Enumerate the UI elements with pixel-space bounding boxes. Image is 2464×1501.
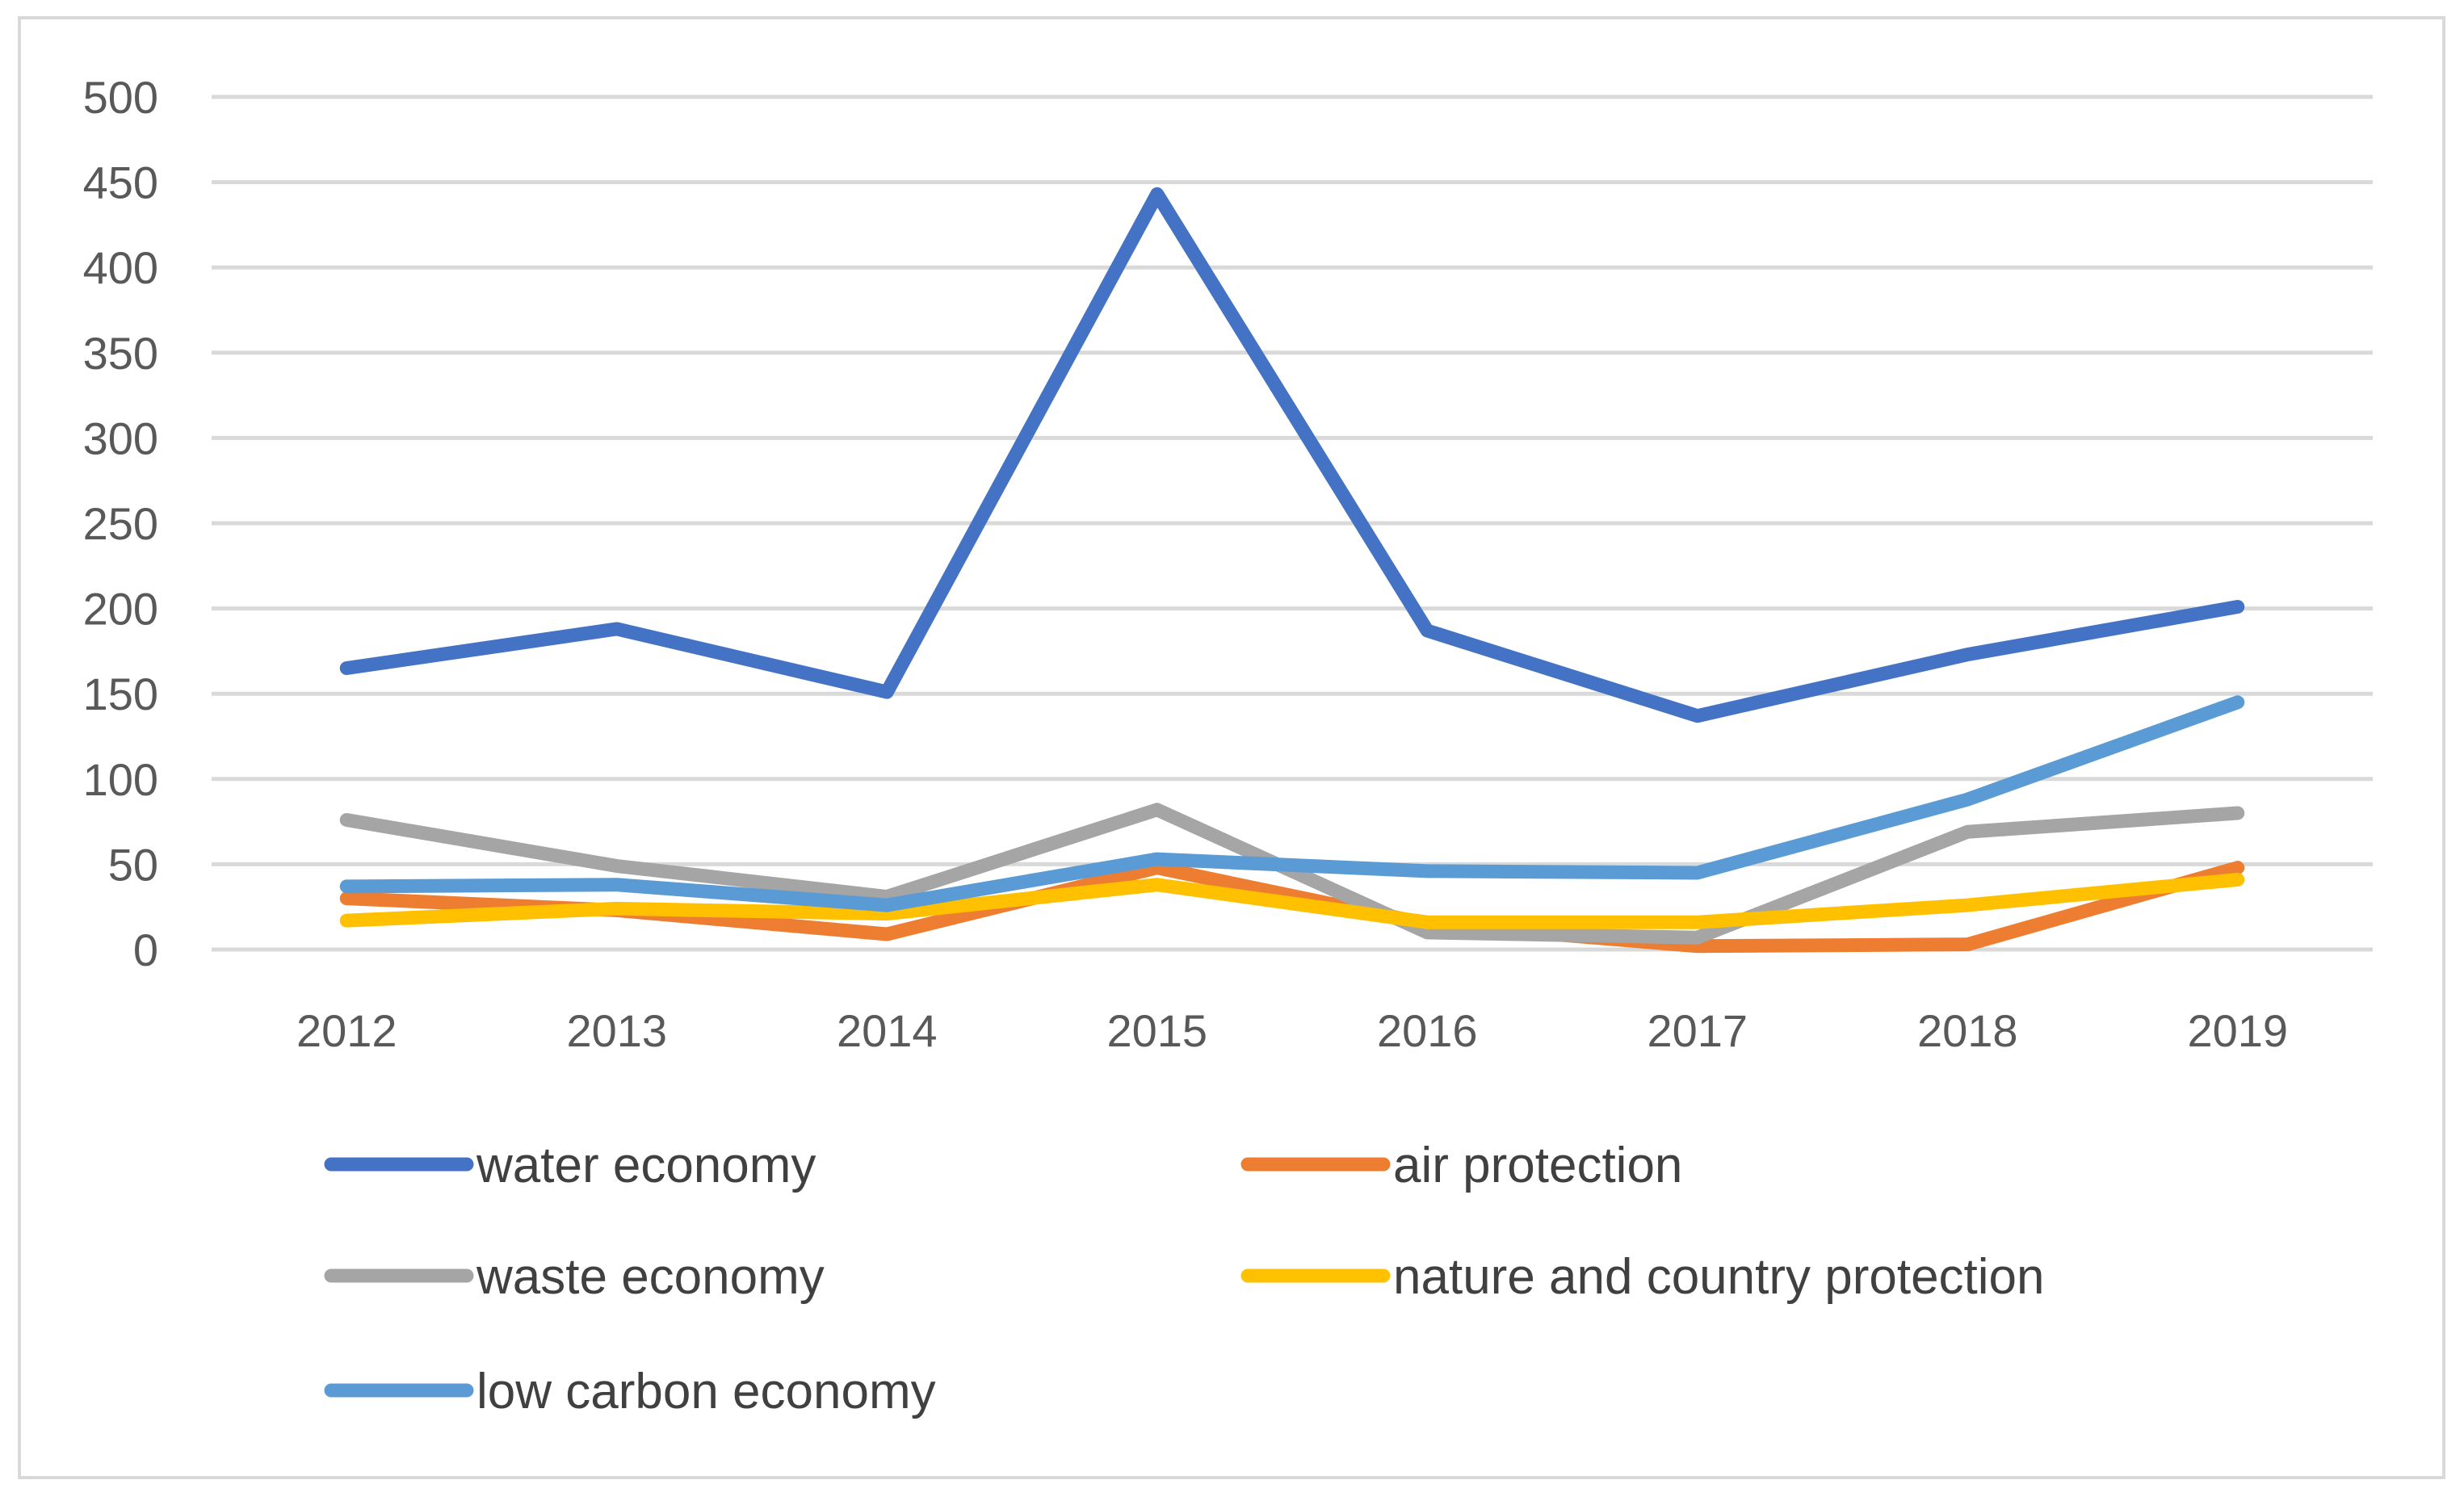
y-tick-label-350: 350 [83,328,158,379]
x-tick-label-2014: 2014 [837,1005,938,1056]
y-tick-label-400: 400 [83,242,158,293]
data-point-water-economy-2016 [1425,629,1429,633]
data-point-low-carbon-economy-2012 [345,884,349,888]
data-point-water-economy-2018 [1966,652,1970,656]
data-point-waste-economy-2015 [1155,807,1159,811]
data-point-water-economy-2015 [1155,192,1159,196]
chart-frame [18,16,2445,1479]
x-tick-label-2019: 2019 [2187,1005,2288,1056]
x-tick-label-2018: 2018 [1917,1005,2018,1056]
data-point-low-carbon-economy-2017 [1695,870,1699,874]
x-tick-label-2013: 2013 [566,1005,667,1056]
data-point-waste-economy-2017 [1695,936,1699,940]
x-tick-label-2015: 2015 [1106,1005,1207,1056]
data-point-water-economy-2013 [615,627,619,631]
data-point-nature-and-country-protection-2017 [1695,920,1699,924]
legend-label-water-economy: water economy [476,1138,816,1193]
data-point-water-economy-2019 [2235,605,2239,609]
data-point-nature-and-country-protection-2015 [1155,883,1159,887]
data-point-nature-and-country-protection-2018 [1966,904,1970,908]
data-point-waste-economy-2016 [1425,930,1429,934]
data-point-low-carbon-economy-2015 [1155,857,1159,862]
y-tick-label-200: 200 [83,584,158,635]
x-tick-label-2012: 2012 [296,1005,397,1056]
data-point-nature-and-country-protection-2016 [1425,920,1429,924]
data-point-air-protection-2019 [2235,866,2239,870]
data-point-water-economy-2017 [1695,714,1699,718]
series-line-water-economy [339,187,2245,723]
data-point-nature-and-country-protection-2019 [2235,878,2239,882]
data-point-air-protection-2018 [1966,942,1970,946]
data-point-air-protection-2012 [345,896,349,900]
x-tick-label-2016: 2016 [1377,1005,1478,1056]
data-point-low-carbon-economy-2019 [2235,700,2239,704]
series-line-low-carbon-economy [339,695,2245,912]
data-point-air-protection-2017 [1695,944,1699,948]
data-point-air-protection-2014 [885,932,889,936]
data-point-low-carbon-economy-2018 [1966,798,1970,802]
series-line-nature-and-country-protection [339,872,2245,929]
legend: water economy air protection waste economy… [324,1138,2045,1419]
data-point-waste-economy-2014 [885,895,889,899]
y-tick-label-100: 100 [83,754,158,805]
data-point-nature-and-country-protection-2012 [345,919,349,923]
y-tick-label-0: 0 [133,924,158,975]
data-point-low-carbon-economy-2013 [615,883,619,887]
data-point-waste-economy-2018 [1966,830,1970,834]
legend-label-air-protection: air protection [1393,1138,1682,1193]
x-axis-tick-labels: 2012 2013 2014 2015 2016 2017 2018 2019 [296,1005,2288,1056]
x-tick-label-2017: 2017 [1647,1005,1748,1056]
series-line-waste-economy [339,803,2245,945]
y-tick-label-500: 500 [83,72,158,123]
data-point-low-carbon-economy-2016 [1425,869,1429,873]
data-point-nature-and-country-protection-2014 [885,912,889,916]
data-point-waste-economy-2013 [615,864,619,868]
legend-label-waste-economy: waste economy [476,1249,825,1305]
data-point-waste-economy-2012 [345,818,349,822]
y-tick-label-50: 50 [108,839,158,890]
data-point-air-protection-2015 [1155,866,1159,870]
data-point-water-economy-2014 [885,690,889,694]
legend-label-nature-and-country-protection: nature and country protection [1393,1249,2045,1305]
legend-label-low-carbon-economy: low carbon economy [476,1364,936,1419]
y-tick-label-150: 150 [83,669,158,719]
y-axis-tick-labels: 0 50 100 150 200 250 300 350 400 450 500 [83,72,158,975]
data-point-nature-and-country-protection-2013 [615,907,619,911]
data-point-low-carbon-economy-2014 [885,904,889,908]
y-tick-label-450: 450 [83,157,158,208]
data-point-water-economy-2012 [345,666,349,670]
data-point-waste-economy-2019 [2235,811,2239,815]
y-tick-label-250: 250 [83,498,158,549]
series-lines [339,187,2245,954]
y-tick-label-300: 300 [83,413,158,463]
